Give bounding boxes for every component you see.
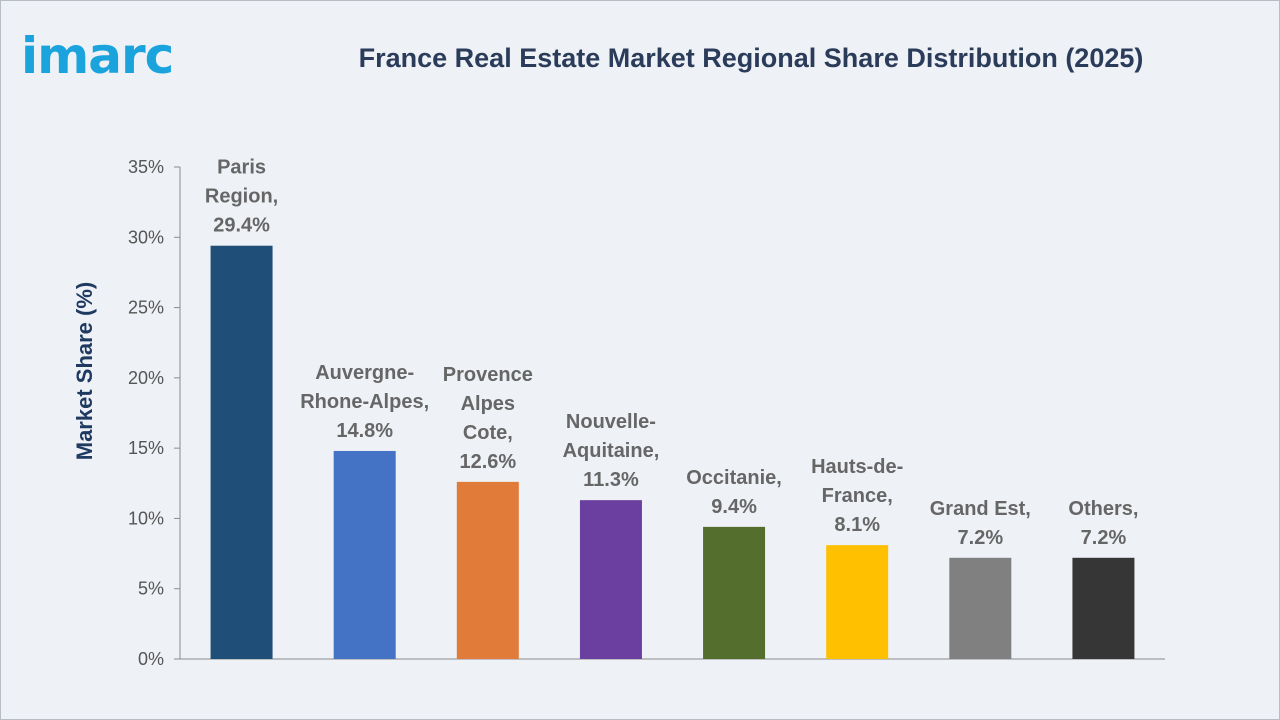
y-tick-label: 20% bbox=[128, 368, 164, 388]
data-label-1: Paris Region, 29.4% bbox=[205, 157, 278, 237]
bar-4 bbox=[579, 500, 642, 659]
data-label-line: 7.2% bbox=[1081, 527, 1127, 549]
chart-title: France Real Estate Market Regional Share… bbox=[358, 43, 1144, 73]
y-tick-label: 25% bbox=[128, 298, 164, 318]
y-tick-label: 30% bbox=[128, 227, 164, 247]
data-label-line: 12.6% bbox=[459, 451, 516, 473]
data-label-line: Rhone-Alpes, bbox=[300, 391, 429, 413]
data-label-line: Provence bbox=[443, 364, 533, 386]
bar-6 bbox=[826, 545, 889, 659]
y-tick-label: 10% bbox=[128, 508, 164, 528]
bar-1 bbox=[210, 245, 273, 659]
data-label-line: Region, bbox=[205, 186, 278, 208]
bar-7 bbox=[949, 557, 1012, 659]
data-label-line: Paris bbox=[217, 157, 266, 179]
bar-5 bbox=[703, 526, 766, 659]
y-tick-label: 35% bbox=[128, 157, 164, 177]
y-tick-label: 0% bbox=[138, 649, 164, 669]
data-label-line: 29.4% bbox=[213, 215, 270, 237]
data-label-line: Aquitaine, bbox=[563, 440, 660, 462]
data-label-line: Others, bbox=[1068, 498, 1138, 520]
data-label-line: Auvergne- bbox=[315, 362, 414, 384]
data-label-4: Nouvelle- Aquitaine, 11.3% bbox=[563, 411, 660, 491]
data-label-3: Provence Alpes Cote, 12.6% bbox=[443, 364, 533, 473]
data-label-7: Grand Est, 7.2% bbox=[930, 498, 1031, 549]
data-label-line: Cote, bbox=[463, 422, 513, 444]
data-label-line: 11.3% bbox=[583, 469, 639, 491]
data-label-5: Occitanie, 9.4% bbox=[686, 467, 782, 518]
data-label-line: Grand Est, bbox=[930, 498, 1031, 520]
imarc-logo: imarc bbox=[21, 27, 174, 85]
y-tick-label: 15% bbox=[128, 438, 164, 458]
data-label-line: 7.2% bbox=[958, 527, 1004, 549]
data-label-line: 14.8% bbox=[336, 420, 393, 442]
data-label-6: Hauts-de- France, 8.1% bbox=[811, 456, 903, 536]
data-label-line: France, bbox=[822, 485, 893, 507]
bar-3 bbox=[456, 481, 519, 659]
bar-2 bbox=[333, 450, 396, 659]
bar-8 bbox=[1072, 557, 1135, 659]
data-label-line: Alpes bbox=[461, 393, 515, 415]
data-label-line: 9.4% bbox=[711, 496, 757, 518]
data-label-line: Hauts-de- bbox=[811, 456, 903, 478]
data-label-2: Auvergne- Rhone-Alpes, 14.8% bbox=[300, 362, 429, 442]
data-label-8: Others, 7.2% bbox=[1068, 498, 1138, 549]
data-label-line: Occitanie, bbox=[686, 467, 782, 489]
data-label-line: 8.1% bbox=[834, 514, 880, 536]
y-tick-label: 5% bbox=[138, 579, 164, 599]
data-label-line: Nouvelle- bbox=[566, 411, 656, 433]
